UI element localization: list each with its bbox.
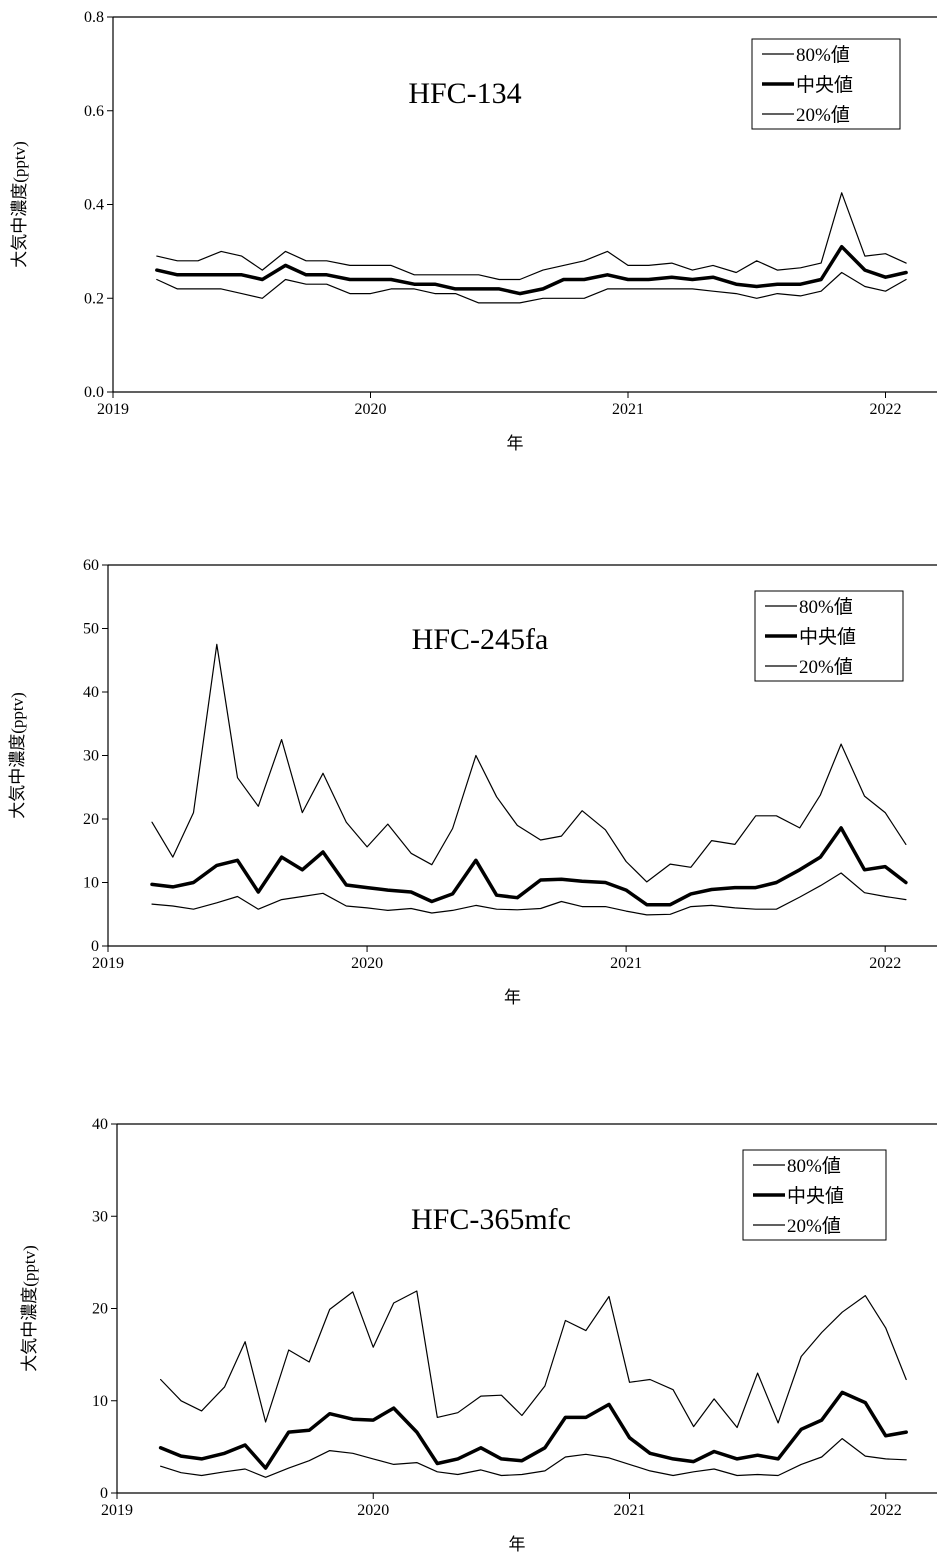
series-line-p80 [156,192,907,281]
y-tick-label: 0.0 [84,384,104,401]
legend-label: 80%値 [787,1155,841,1177]
y-tick-label: 20 [83,811,99,828]
y-tick-label: 0.8 [84,9,104,26]
x-tick-label: 2021 [612,401,644,418]
series-line-p20 [160,1438,907,1478]
x-tick-label: 2022 [869,955,901,972]
legend-label: 中央値 [796,74,853,96]
y-tick-label: 50 [83,621,99,638]
x-tick-label: 2020 [357,1502,389,1519]
y-tick-label: 20 [92,1301,108,1318]
x-tick-label: 2021 [614,1502,646,1519]
y-tick-label: 40 [83,684,99,701]
chart-title: HFC-365mfc [411,1203,571,1236]
legend-label: 20%値 [799,656,853,678]
x-tick-label: 2020 [355,401,387,418]
legend-label: 中央値 [799,626,856,648]
legend-label: 20%値 [796,104,850,126]
y-tick-label: 0 [91,938,99,955]
y-tick-label: 10 [83,875,99,892]
y-tick-label: 0.2 [84,290,104,307]
chart-hfc-365mfc: 0 10 20 30 40 2019 2020 2021 2022 年 大気中濃度(pptv) HFC… [20,1116,937,1554]
y-tick-label: 10 [92,1393,108,1410]
series-line-p80 [160,1290,907,1429]
y-axis-title: 大気中濃度(pptv) [20,1245,39,1372]
x-tick-label: 2019 [92,955,124,972]
chart-title: HFC-245fa [412,623,549,656]
series-line-p80 [151,643,907,883]
x-axis-title: 年 [507,434,524,453]
series-line-p20 [156,271,907,304]
x-tick-label: 2020 [351,955,383,972]
x-axis-title: 年 [509,1535,526,1554]
series-line-median [158,1390,908,1470]
y-axis-title: 大気中濃度(pptv) [8,692,27,819]
y-tick-label: 40 [92,1116,108,1133]
x-tick-label: 2021 [610,955,642,972]
y-tick-label: 0.4 [84,197,104,214]
y-tick-label: 30 [83,748,99,765]
legend-label: 80%値 [799,596,853,618]
y-tick-label: 60 [83,557,99,574]
series-line-median [150,826,908,907]
chart-title: HFC-134 [408,77,521,110]
x-axis-title: 年 [504,988,521,1007]
x-tick-label: 2022 [870,1502,902,1519]
y-tick-label: 30 [92,1208,108,1225]
legend-label: 80%値 [796,44,850,66]
legend-label: 中央値 [787,1185,844,1207]
x-tick-label: 2019 [101,1502,133,1519]
legend-label: 20%値 [787,1215,841,1237]
series-line-p20 [151,872,907,916]
chart-hfc-245fa: 0 10 20 30 40 50 60 2019 2020 2021 2022 年 大気中濃度(pptv… [8,557,937,1007]
y-axis-title: 大気中濃度(pptv) [10,141,29,268]
y-tick-label: 0.6 [84,103,104,120]
y-tick-label: 0 [100,1485,108,1502]
x-tick-label: 2022 [870,401,902,418]
chart-hfc-134: 0.0 0.2 0.4 0.6 0.8 2019 2020 2021 2022 年 大気中濃度(pp… [10,9,937,453]
series-line-median [155,244,908,296]
x-tick-label: 2019 [97,401,129,418]
